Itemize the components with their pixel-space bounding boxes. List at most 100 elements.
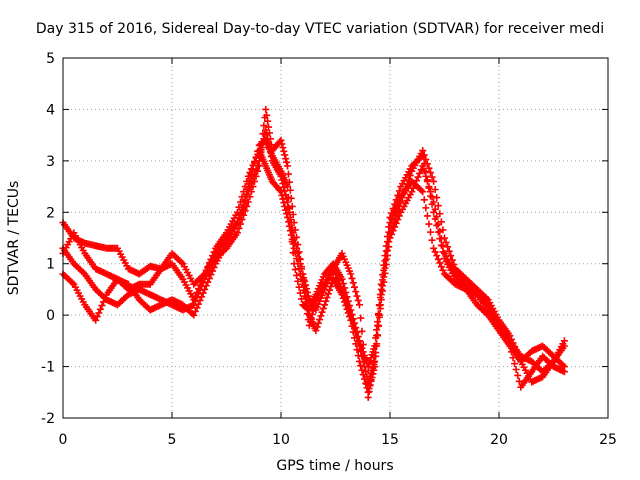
data-point: [251, 177, 259, 185]
data-point: [288, 202, 296, 210]
data-point: [255, 162, 263, 170]
data-point: [303, 285, 311, 293]
y-tick-label: 4: [46, 102, 55, 118]
data-point: [397, 198, 405, 206]
y-axis-label: SDTVAR / TECUs: [6, 181, 22, 296]
data-point: [254, 167, 262, 175]
data-point: [324, 290, 332, 298]
data-point: [392, 196, 400, 204]
data-point: [322, 297, 330, 305]
data-point: [391, 200, 399, 208]
data-point: [350, 324, 358, 332]
data-point: [386, 234, 394, 242]
data-point: [293, 233, 301, 241]
data-point: [346, 307, 354, 315]
data-point: [191, 297, 199, 305]
data-point: [304, 292, 312, 300]
data-point: [300, 274, 308, 282]
data-point: [359, 357, 367, 365]
data-point: [428, 193, 436, 201]
data-point: [374, 322, 382, 330]
data-point: [515, 354, 523, 362]
data-point: [294, 277, 302, 285]
data-point: [419, 147, 427, 155]
data-point: [430, 198, 438, 206]
x-tick-label: 5: [168, 432, 177, 448]
data-point: [507, 348, 515, 356]
data-point: [412, 177, 420, 185]
data-point: [506, 342, 514, 350]
data-point: [430, 244, 438, 252]
data-point: [349, 279, 357, 287]
data-point: [434, 202, 442, 210]
data-point: [385, 243, 393, 251]
data-point: [196, 286, 204, 294]
data-point: [95, 309, 103, 317]
data-point: [294, 249, 302, 257]
data-point: [96, 305, 104, 313]
data-point: [293, 244, 301, 252]
data-point: [284, 198, 292, 206]
data-point: [258, 138, 266, 146]
y-tick-label: -1: [41, 360, 55, 376]
data-point: [428, 173, 436, 181]
data-point: [350, 283, 358, 291]
data-point: [515, 377, 523, 385]
data-point: [433, 213, 441, 221]
data-point: [312, 327, 320, 335]
data-point: [422, 204, 430, 212]
y-tick-label: 0: [46, 308, 55, 324]
data-point: [265, 129, 273, 137]
data-point: [317, 312, 325, 320]
data-point: [402, 185, 410, 193]
data-point: [419, 162, 427, 170]
data-point: [240, 211, 248, 219]
data-point: [267, 152, 275, 160]
data-point: [355, 342, 363, 350]
data-point: [349, 320, 357, 328]
data-point: [514, 350, 522, 358]
data-point: [263, 111, 271, 119]
data-point: [295, 283, 303, 291]
plot-frame: [62, 57, 609, 419]
data-point: [284, 162, 292, 170]
data-point: [372, 349, 380, 357]
data-point: [358, 366, 366, 374]
data-point: [291, 226, 299, 234]
data-point: [384, 252, 392, 260]
data-point: [394, 191, 402, 199]
data-point: [338, 285, 346, 293]
data-point: [343, 300, 351, 308]
data-point: [428, 236, 436, 244]
data-point: [298, 263, 306, 271]
data-point: [302, 281, 310, 289]
data-point: [364, 388, 372, 396]
data-point: [358, 352, 366, 360]
data-point: [304, 305, 312, 313]
data-point: [434, 255, 442, 263]
data-point: [285, 208, 293, 216]
x-tick-label: 0: [59, 432, 68, 448]
data-point: [425, 164, 433, 172]
data-point: [93, 313, 101, 321]
data-point: [252, 172, 260, 180]
data-point: [314, 319, 322, 327]
data-point: [509, 354, 517, 362]
data-point: [395, 212, 403, 220]
data-point: [277, 136, 285, 144]
data-point: [373, 340, 381, 348]
data-point: [371, 357, 379, 365]
data-point: [244, 172, 252, 180]
data-point: [395, 187, 403, 195]
data-point: [348, 274, 356, 282]
data-point: [194, 290, 202, 298]
data-point: [92, 316, 100, 324]
data-point: [388, 230, 396, 238]
y-tick-label: 3: [46, 154, 55, 170]
data-point: [426, 169, 434, 177]
data-point: [348, 316, 356, 324]
data-point: [247, 188, 255, 196]
x-tick-label: 15: [381, 432, 399, 448]
data-point: [354, 296, 362, 304]
data-point: [408, 188, 416, 196]
